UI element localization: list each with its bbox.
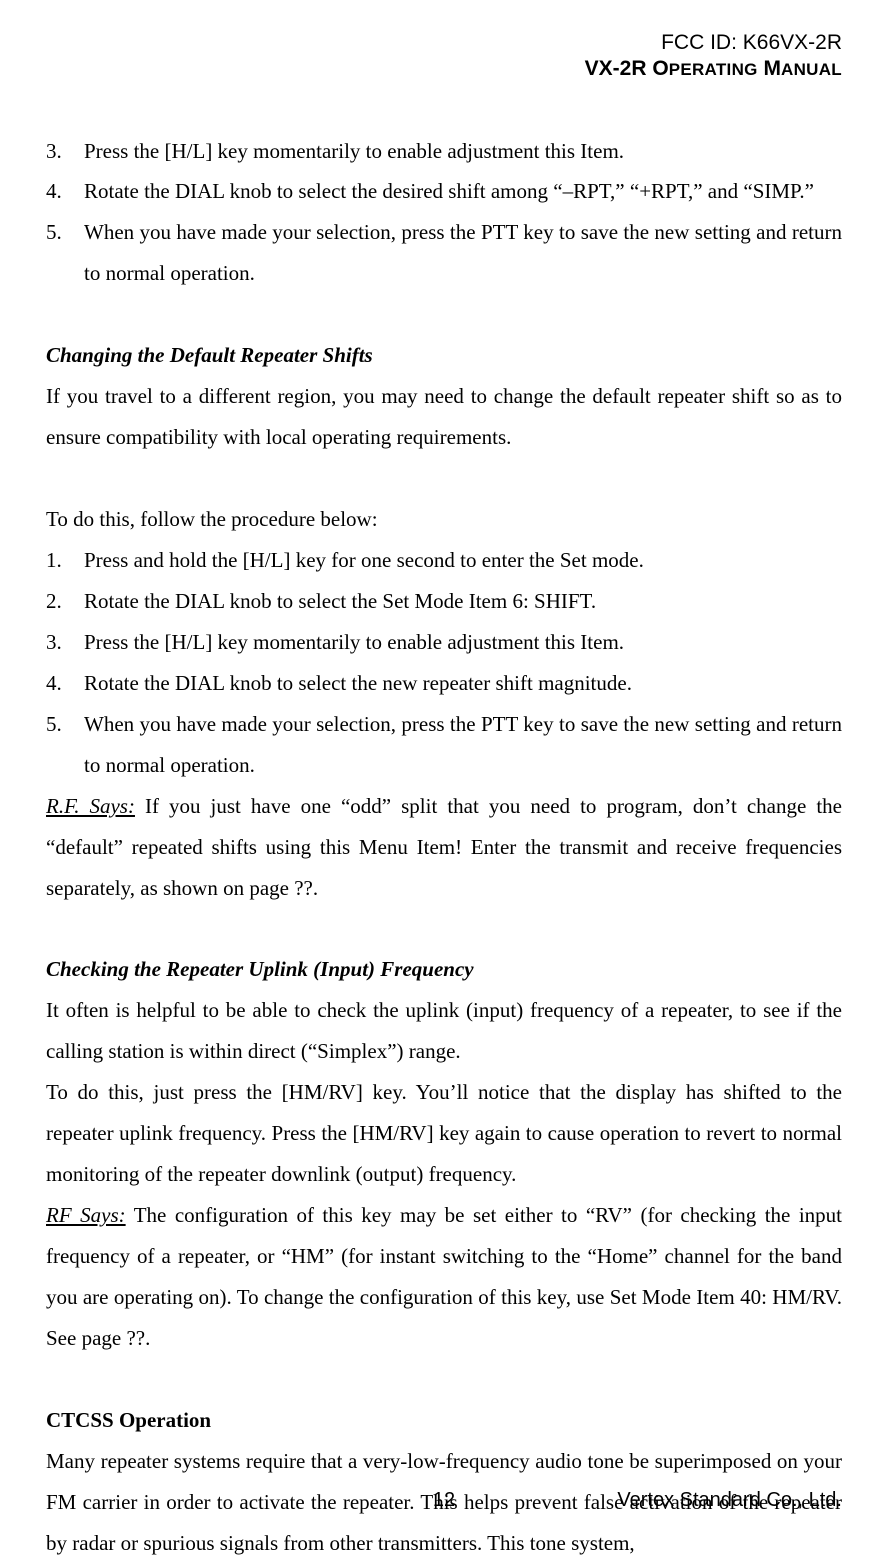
list-item: 1.Press and hold the [H/L] key for one s… — [46, 540, 842, 581]
list-number: 1. — [46, 540, 84, 581]
body-paragraph: It often is helpful to be able to check … — [46, 990, 842, 1072]
list-text: When you have made your selection, press… — [84, 704, 842, 786]
list-number: 2. — [46, 581, 84, 622]
list-number: 3. — [46, 131, 84, 172]
list-number: 4. — [46, 663, 84, 704]
manual-model: VX-2R — [585, 57, 653, 80]
section-heading-ctcss: CTCSS Operation — [46, 1400, 842, 1441]
section-heading-checking-uplink: Checking the Repeater Uplink (Input) Fre… — [46, 949, 842, 990]
body-paragraph: If you travel to a different region, you… — [46, 376, 842, 458]
list-text: Rotate the DIAL knob to select the new r… — [84, 663, 842, 704]
list-item: 4. Rotate the DIAL knob to select the de… — [46, 171, 842, 212]
page-header: FCC ID: K66VX-2R VX-2R OPERATING MANUAL — [46, 30, 842, 83]
rf-says-label: RF Says: — [46, 1203, 126, 1227]
page-footer: 12 Vertex Standard Co., Ltd. — [46, 1481, 842, 1520]
procedure-list: 1.Press and hold the [H/L] key for one s… — [46, 540, 842, 786]
manual-w1-cap: O — [652, 57, 668, 80]
rf-says-body: The configuration of this key may be set… — [46, 1203, 842, 1350]
spacer — [46, 908, 842, 949]
company-name: Vertex Standard Co., Ltd. — [617, 1481, 842, 1520]
spacer — [46, 294, 842, 335]
list-number: 5. — [46, 212, 84, 294]
list-text: Rotate the DIAL knob to select the Set M… — [84, 581, 842, 622]
manual-w2-cap: M — [758, 57, 781, 80]
list-item: 4.Rotate the DIAL knob to select the new… — [46, 663, 842, 704]
body-paragraph: To do this, just press the [HM/RV] key. … — [46, 1072, 842, 1195]
list-text: When you have made your selection, press… — [84, 212, 842, 294]
top-continued-list: 3. Press the [H/L] key momentarily to en… — [46, 131, 842, 295]
section-heading-changing-shifts: Changing the Default Repeater Shifts — [46, 335, 842, 376]
manual-w1-rest: PERATING — [669, 60, 758, 79]
manual-title: VX-2R OPERATING MANUAL — [46, 56, 842, 82]
list-number: 3. — [46, 622, 84, 663]
list-number: 4. — [46, 171, 84, 212]
list-item: 3.Press the [H/L] key momentarily to ena… — [46, 622, 842, 663]
list-text: Press the [H/L] key momentarily to enabl… — [84, 131, 842, 172]
rf-says-label: R.F. Says: — [46, 794, 135, 818]
rf-says-body: If you just have one “odd” split that yo… — [46, 794, 842, 900]
rf-says-paragraph: RF Says: The configuration of this key m… — [46, 1195, 842, 1359]
manual-w2-rest: ANUAL — [781, 60, 842, 79]
spacer — [46, 458, 842, 499]
spacer — [46, 1359, 842, 1400]
list-item: 5.When you have made your selection, pre… — [46, 704, 842, 786]
list-text: Rotate the DIAL knob to select the desir… — [84, 171, 842, 212]
list-item: 2.Rotate the DIAL knob to select the Set… — [46, 581, 842, 622]
list-text: Press the [H/L] key momentarily to enabl… — [84, 622, 842, 663]
body-paragraph: To do this, follow the procedure below: — [46, 499, 842, 540]
list-item: 3. Press the [H/L] key momentarily to en… — [46, 131, 842, 172]
list-text: Press and hold the [H/L] key for one sec… — [84, 540, 842, 581]
list-number: 5. — [46, 704, 84, 786]
rf-says-paragraph: R.F. Says: If you just have one “odd” sp… — [46, 786, 842, 909]
fcc-id: FCC ID: K66VX-2R — [46, 30, 842, 56]
list-item: 5. When you have made your selection, pr… — [46, 212, 842, 294]
